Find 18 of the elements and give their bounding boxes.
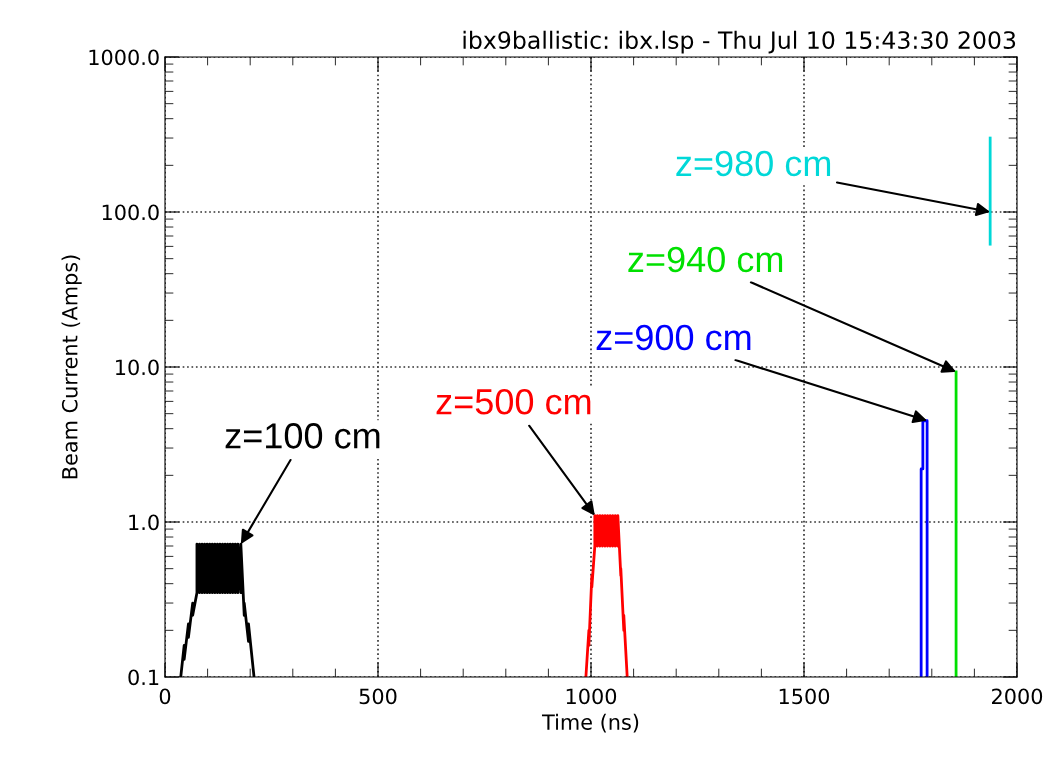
y-tick-label: 0.1 bbox=[128, 669, 159, 686]
y-tick-label: 10.0 bbox=[116, 359, 159, 376]
y-tick-label: 100.0 bbox=[102, 204, 159, 221]
x-tick-label: 2000 bbox=[992, 688, 1043, 705]
x-tick-label: 1000 bbox=[566, 688, 617, 705]
annotation: z=900 cm bbox=[596, 324, 751, 351]
x-tick-label: 500 bbox=[359, 688, 397, 705]
x-axis-title: Time (ns) bbox=[541, 713, 639, 733]
chart-title: ibx9ballistic: ibx.lsp - Thu Jul 10 15:43:30 2003 bbox=[463, 30, 1016, 54]
y-tick-label: 1000.0 bbox=[89, 49, 159, 66]
annotation: z=940 cm bbox=[628, 246, 783, 273]
y-axis-title: Beam Current (Amps) bbox=[61, 255, 82, 479]
x-tick-label: 1500 bbox=[779, 688, 830, 705]
annotation: z=100 cm bbox=[225, 423, 380, 449]
x-tick-label: 0 bbox=[159, 688, 171, 705]
y-tick-label: 1.0 bbox=[129, 514, 159, 531]
annotation: z=500 cm bbox=[436, 388, 591, 415]
annotation: z=980 cm bbox=[676, 150, 831, 177]
